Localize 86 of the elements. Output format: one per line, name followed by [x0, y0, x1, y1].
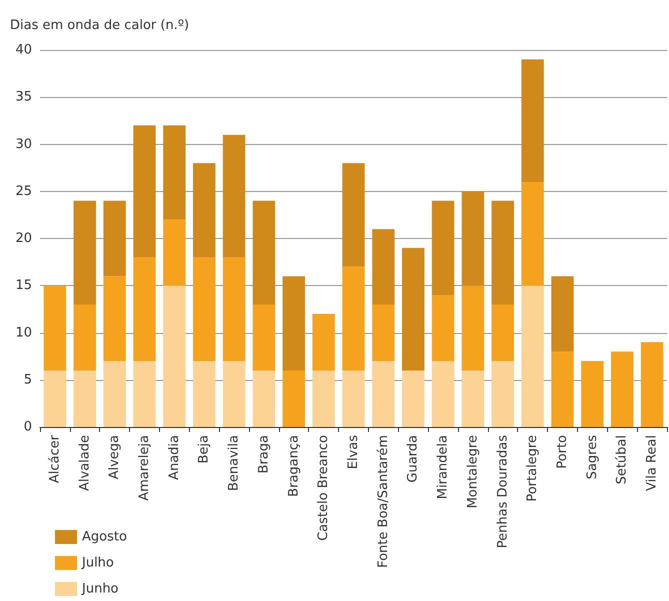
- bar: [521, 59, 544, 182]
- bar: [551, 276, 574, 352]
- bar: [74, 304, 96, 370]
- bar: [133, 361, 156, 427]
- x-tick-label: Braga: [256, 435, 272, 474]
- bar: [282, 276, 305, 370]
- bar: [551, 352, 574, 427]
- x-tick-label: Castelo Breanco: [316, 434, 332, 541]
- x-tick-label: Guarda: [406, 435, 421, 483]
- bar: [133, 257, 156, 362]
- bar: [342, 370, 365, 427]
- y-tick-label: 40: [15, 42, 32, 58]
- y-tick-label: 0: [24, 420, 32, 434]
- bar: [133, 125, 156, 258]
- bar: [342, 266, 365, 370]
- bar: [44, 286, 66, 370]
- y-tick-label: 35: [15, 90, 32, 105]
- bar: [462, 286, 484, 370]
- x-tick-label: Fonte Boa/Santarém: [376, 435, 391, 568]
- legend-label: Agosto: [82, 530, 127, 544]
- x-tick-label: Vila Real: [644, 435, 660, 491]
- x-tick-label: Mirandela: [436, 435, 451, 500]
- y-tick-label: 15: [15, 278, 32, 294]
- bar: [222, 257, 246, 362]
- x-tick-label: Elvas: [346, 434, 361, 470]
- bar: [163, 286, 186, 427]
- bar: [103, 200, 126, 276]
- bar: [342, 163, 365, 267]
- y-tick-label: 20: [15, 231, 32, 246]
- x-tick-label: Penhas Douradas: [495, 434, 510, 548]
- bar: [432, 200, 454, 296]
- bar: [103, 276, 126, 362]
- bar: [252, 304, 276, 370]
- bar: [372, 361, 395, 427]
- bar: [402, 370, 424, 427]
- bar: [581, 361, 604, 427]
- bar: [74, 200, 96, 304]
- bar: [44, 370, 66, 427]
- bar: [611, 352, 634, 427]
- bar: [402, 248, 424, 370]
- bar: [252, 200, 276, 304]
- bar: [492, 304, 514, 362]
- bar: [74, 370, 96, 427]
- bar: [312, 370, 335, 427]
- x-tick-label: Beja: [196, 435, 212, 464]
- bar: [193, 163, 216, 258]
- bar: [163, 125, 186, 220]
- x-tick-label: Montalegre: [465, 435, 480, 508]
- bar: [640, 342, 664, 427]
- bar: [372, 229, 395, 304]
- y-tick-label: 30: [15, 136, 32, 152]
- x-tick-label: Alvalade: [77, 435, 92, 491]
- x-tick-label: Portalegre: [525, 435, 540, 502]
- x-tick-label: Setúbal: [614, 435, 630, 484]
- bar: [521, 182, 544, 286]
- bar: [163, 220, 186, 286]
- bar: [521, 286, 544, 427]
- legend-label: Julho: [81, 556, 114, 570]
- x-tick-label: Sagres: [584, 434, 600, 480]
- y-tick-label: 10: [15, 325, 32, 340]
- bar: [462, 370, 484, 427]
- x-tick-label: Amareleja: [137, 435, 152, 501]
- x-tick-label: Bragança: [286, 435, 302, 497]
- bar: [312, 314, 335, 370]
- x-tick-label: Alvega: [107, 435, 122, 480]
- bar: [252, 370, 276, 427]
- bar: [282, 370, 305, 427]
- x-tick-label: Porto: [555, 434, 570, 469]
- legend-label: Junho: [81, 582, 119, 596]
- bar: [432, 295, 454, 362]
- bar: [193, 257, 216, 362]
- bar: [222, 134, 246, 258]
- bar: [492, 361, 514, 427]
- bar: [462, 191, 484, 286]
- bar: [372, 304, 395, 362]
- x-tick-label: Anadia: [166, 435, 182, 480]
- bar: [103, 361, 126, 427]
- bar: [432, 361, 454, 427]
- bar: [222, 361, 246, 427]
- y-tick-label: 25: [15, 184, 32, 199]
- bar: [492, 200, 514, 304]
- y-axis-title: Dias em onda de calor (n.º): [10, 18, 190, 33]
- x-tick-label: Alcácer: [47, 434, 62, 484]
- y-tick-label: 5: [24, 372, 32, 388]
- x-tick-label: Benavila: [226, 435, 242, 492]
- bar: [193, 361, 216, 427]
